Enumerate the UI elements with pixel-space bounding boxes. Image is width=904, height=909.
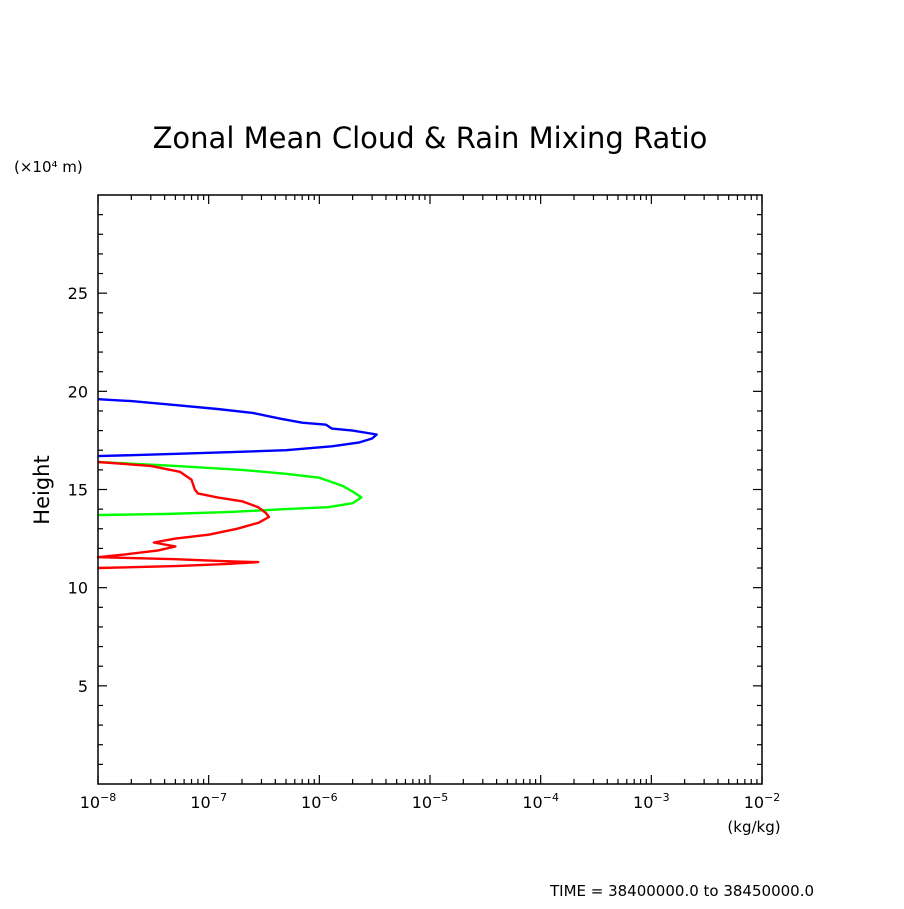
x-unit-label: (kg/kg) xyxy=(727,818,780,836)
y-tick-label: 25 xyxy=(68,284,88,303)
y-tick-label: 20 xyxy=(68,382,88,401)
series-green-line xyxy=(97,460,363,517)
y-tick-label: 10 xyxy=(68,579,88,598)
series-lines xyxy=(96,398,378,570)
x-tick-label: 10−7 xyxy=(190,791,227,812)
y-tick-label: 5 xyxy=(78,677,88,696)
x-tick-label: 10−2 xyxy=(744,791,781,812)
series-red-line xyxy=(96,460,271,570)
chart-title: Zonal Mean Cloud & Rain Mixing Ratio xyxy=(153,121,708,155)
x-tick-label: 10−4 xyxy=(522,791,559,812)
x-tick-label: 10−5 xyxy=(412,791,449,812)
plot-frame xyxy=(97,194,763,785)
series-blue-line xyxy=(97,398,378,458)
y-unit-label: (×10⁴ m) xyxy=(14,158,83,176)
x-tick-label: 10−3 xyxy=(633,791,670,812)
x-tick-label: 10−8 xyxy=(80,791,117,812)
y-tick-labels: 5 10 15 20 25 xyxy=(68,284,88,696)
x-tick-label: 10−6 xyxy=(301,791,338,812)
axis-ticks xyxy=(97,195,763,784)
time-footer: TIME = 38400000.0 to 38450000.0 xyxy=(549,882,814,900)
x-tick-labels: 10−8 10−7 10−6 10−5 10−4 10−3 10−2 xyxy=(80,791,781,812)
y-tick-label: 15 xyxy=(68,481,88,500)
y-axis-label: Height xyxy=(30,455,54,524)
